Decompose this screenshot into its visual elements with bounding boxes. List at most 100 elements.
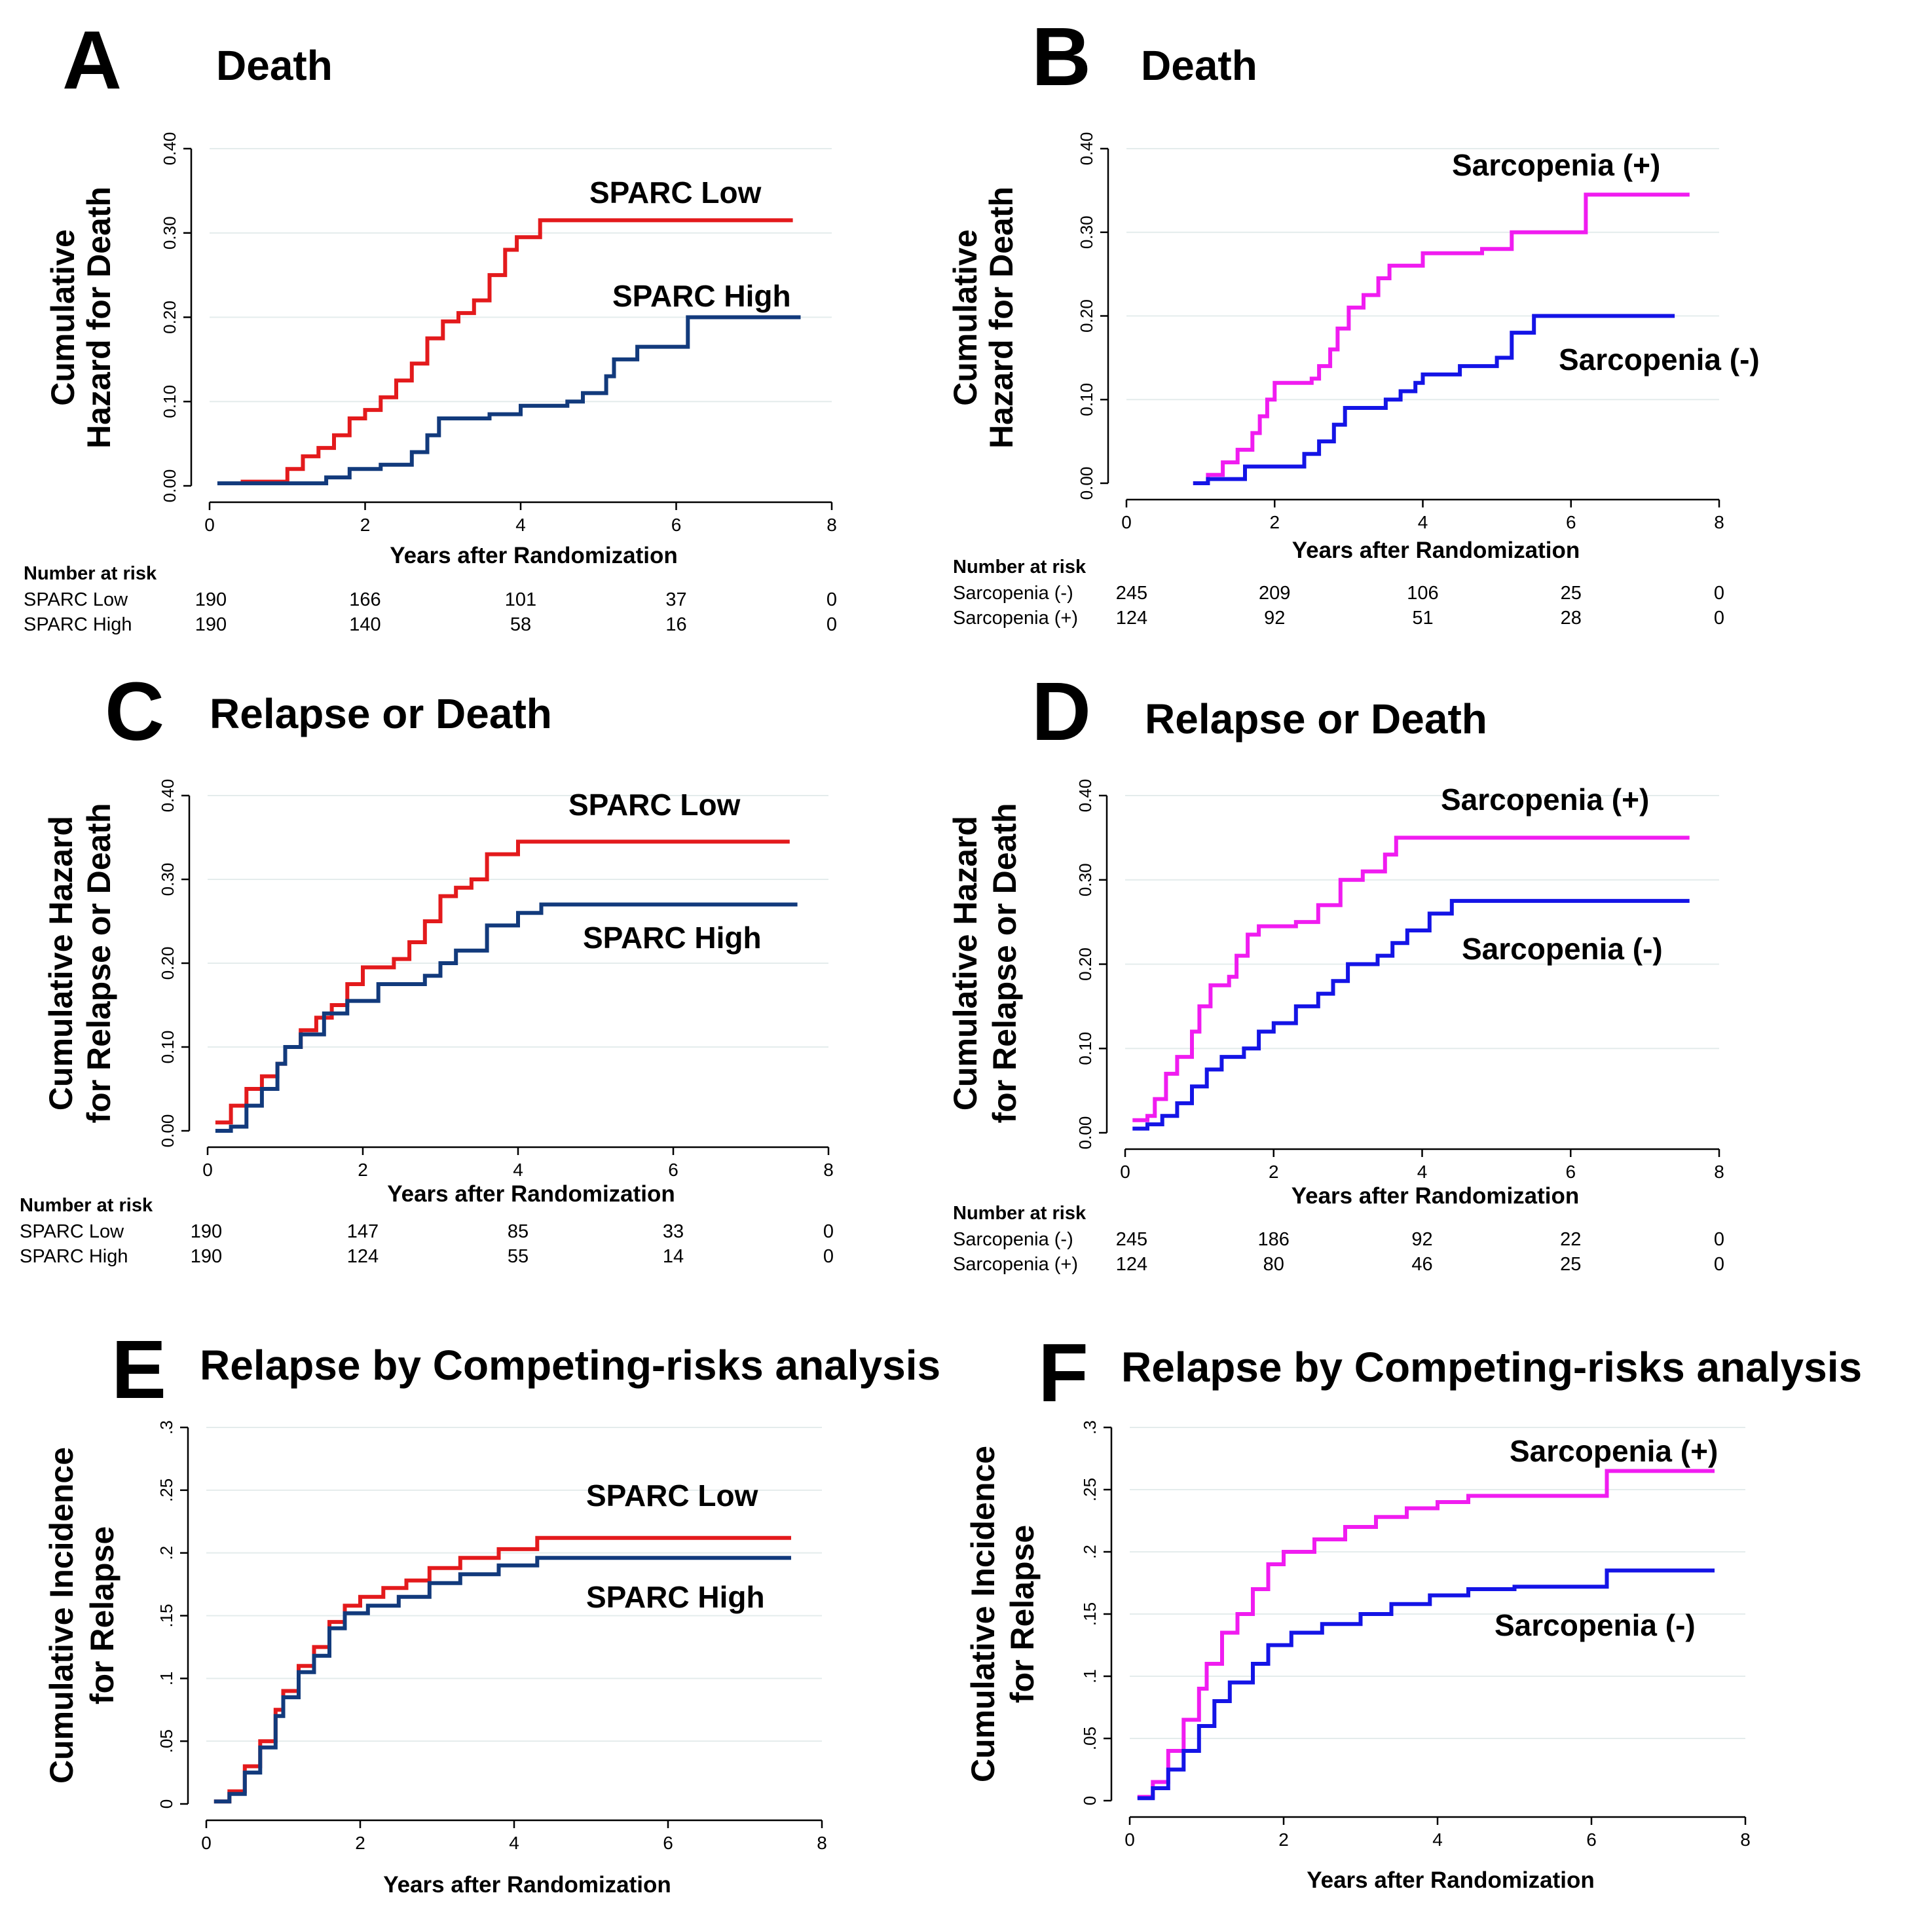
x-tick-label: 8 <box>1740 1829 1751 1850</box>
x-tick-label: 0 <box>201 1833 212 1853</box>
risk-table-header: Number at risk <box>953 1203 1087 1224</box>
risk-count: 25 <box>1561 583 1582 604</box>
legend-label: SPARC High <box>612 279 791 313</box>
y-tick-label: .25 <box>157 1478 176 1502</box>
series-line-sarcopenia <box>1193 314 1675 485</box>
risk-count: 28 <box>1561 608 1582 629</box>
x-tick-label: 0 <box>1121 512 1132 532</box>
risk-count: 209 <box>1259 583 1290 604</box>
x-tick-label: 2 <box>1278 1829 1289 1850</box>
y-tick-label: 0.00 <box>1075 1116 1095 1150</box>
x-tick-label: 0 <box>1124 1829 1135 1850</box>
risk-count: 0 <box>1714 1254 1724 1275</box>
y-tick-label: 0.10 <box>160 385 179 418</box>
panel-f: F Relapse by Competing-risks analysis 0 .05… <box>965 1327 1862 1893</box>
x-tick-label: 4 <box>1418 512 1428 532</box>
y-tick-label: 0.00 <box>158 1114 177 1148</box>
x-tick-label: 0 <box>202 1160 213 1180</box>
y-tick-label: 0.40 <box>160 132 179 166</box>
risk-count: 190 <box>191 1221 222 1242</box>
risk-row-label: SPARC High <box>20 1246 128 1267</box>
y-axis-label-line: Hazard for Death <box>81 187 117 449</box>
panel-letter: B <box>1031 10 1091 103</box>
y-axis-label-line: for Relapse <box>1004 1525 1041 1703</box>
legend-label: Sarcopenia (-) <box>1462 932 1663 966</box>
y-tick-label: 0 <box>157 1799 176 1809</box>
risk-count: 16 <box>665 614 686 635</box>
panel-letter: D <box>1031 665 1091 758</box>
y-tick-label: 0.00 <box>1077 467 1096 500</box>
risk-count: 166 <box>349 589 381 610</box>
risk-table-header: Number at risk <box>24 563 157 584</box>
risk-count: 190 <box>195 589 227 610</box>
y-tick-label: 0.20 <box>160 301 179 334</box>
risk-count: 124 <box>1116 608 1147 629</box>
risk-count: 46 <box>1411 1254 1432 1275</box>
risk-row-label: SPARC High <box>24 614 132 635</box>
x-tick-label: 2 <box>1269 1162 1279 1182</box>
panel-letter: C <box>105 665 164 758</box>
risk-count: 101 <box>505 589 536 610</box>
x-axis-label: Years after Randomization <box>1292 538 1580 563</box>
y-tick-label: 0 <box>1080 1796 1100 1805</box>
risk-count: 58 <box>510 614 531 635</box>
y-tick-label: 0.40 <box>1077 132 1096 166</box>
legend-label: Sarcopenia (+) <box>1441 782 1649 817</box>
risk-count: 190 <box>195 614 227 635</box>
risk-count: 0 <box>823 1246 834 1267</box>
risk-count: 186 <box>1258 1229 1290 1250</box>
y-tick-label: .2 <box>1080 1545 1100 1559</box>
x-tick-label: 6 <box>671 515 682 535</box>
risk-count: 124 <box>347 1246 379 1267</box>
panel-b: B Death 0.00 0.10 0.20 0.30 0.40 0 2 4 6 8 Years aft… <box>947 10 1760 629</box>
x-tick-label: 2 <box>355 1833 365 1853</box>
x-tick-label: 6 <box>1565 1162 1576 1182</box>
y-axis-label-line: Cumulative <box>947 229 984 406</box>
x-tick-label: 8 <box>1714 1162 1724 1182</box>
legend-label: SPARC Low <box>589 175 762 210</box>
series-line-sparc-low <box>214 1535 791 1804</box>
panel-letter: E <box>111 1323 166 1416</box>
risk-row-label: SPARC Low <box>24 589 128 610</box>
y-axis-label-line: Cumulative <box>45 229 81 406</box>
x-tick-label: 4 <box>1432 1829 1443 1850</box>
risk-row-label: Sarcopenia (-) <box>953 1229 1073 1250</box>
x-tick-label: 6 <box>668 1160 678 1180</box>
y-tick-label: 0.40 <box>158 779 177 813</box>
risk-count: 22 <box>1560 1229 1581 1250</box>
y-tick-label: 0.00 <box>160 469 179 503</box>
panel-title: Death <box>1141 42 1257 89</box>
risk-count: 25 <box>1560 1254 1581 1275</box>
risk-count: 0 <box>1714 608 1724 629</box>
risk-count: 190 <box>191 1246 222 1267</box>
y-tick-label: 0.30 <box>1075 863 1095 896</box>
series-line-sparc-high <box>217 315 801 486</box>
y-tick-label: .25 <box>1080 1478 1100 1501</box>
y-axis-label-line: for Relapse <box>84 1526 121 1704</box>
y-tick-label: .05 <box>1080 1727 1100 1750</box>
risk-count: 92 <box>1264 608 1285 629</box>
y-tick-label: 0.10 <box>1077 383 1096 416</box>
risk-row-label: Sarcopenia (+) <box>953 1254 1078 1275</box>
panel-title: Relapse or Death <box>210 690 552 737</box>
x-tick-label: 4 <box>515 515 526 535</box>
x-tick-label: 8 <box>817 1833 827 1853</box>
risk-count: 85 <box>508 1221 529 1242</box>
x-tick-label: 0 <box>204 515 215 535</box>
risk-count: 106 <box>1407 583 1438 604</box>
panel-a: A Death 0.00 0.10 0.20 0.30 0.40 0 2 4 6 8 Years aft… <box>24 14 837 635</box>
series-line-sarcopenia <box>1193 193 1690 485</box>
y-axis-label-line: for Relapse or Death <box>986 803 1023 1123</box>
y-tick-label: 0.40 <box>1075 779 1095 813</box>
y-axis-label-line: Hazard for Death <box>983 187 1020 449</box>
y-tick-label: .15 <box>157 1604 176 1627</box>
y-tick-label: 0.20 <box>1077 299 1096 333</box>
risk-count: 245 <box>1116 583 1147 604</box>
y-tick-label: 0.20 <box>1075 947 1095 981</box>
x-tick-label: 4 <box>513 1160 523 1180</box>
y-tick-label: .1 <box>157 1671 176 1685</box>
series-line-sarcopenia <box>1132 898 1690 1131</box>
x-axis-label: Years after Randomization <box>387 1181 675 1207</box>
risk-table-header: Number at risk <box>20 1195 153 1216</box>
